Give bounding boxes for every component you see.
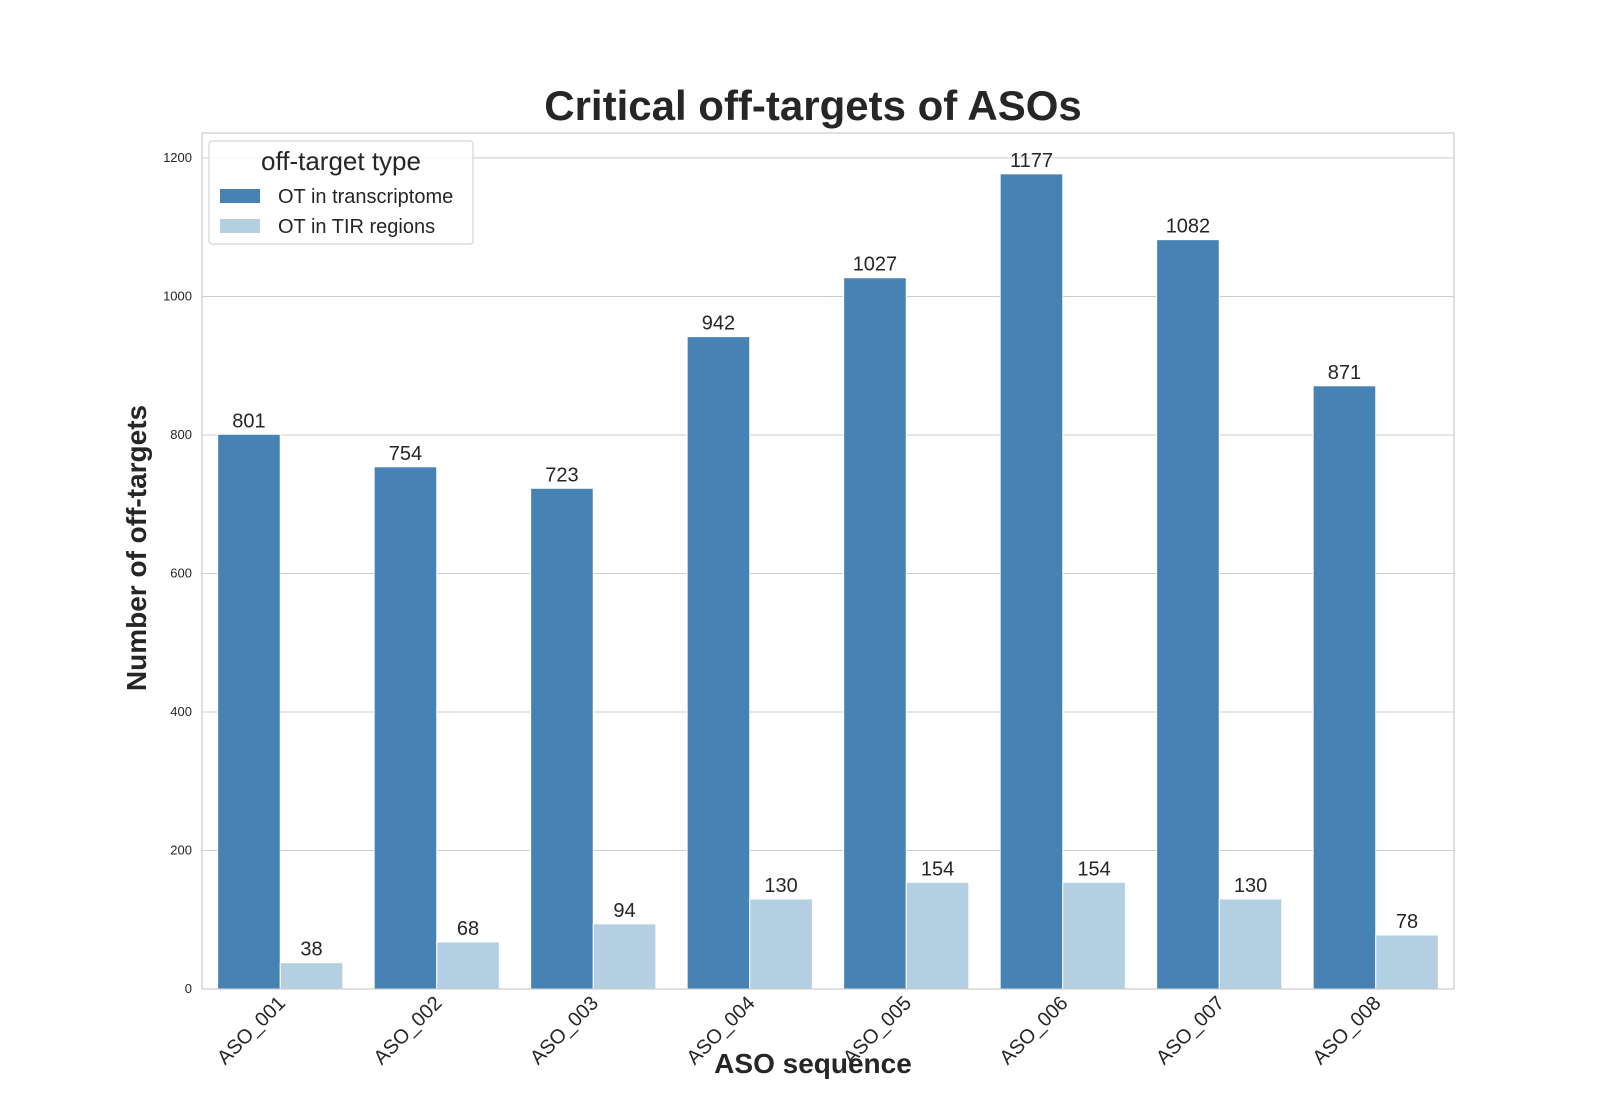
bars [217,173,1439,990]
bar-value-label: 38 [300,939,322,961]
bar-tir-aso_003 [592,923,657,990]
x-tick-label: ASO_003 [526,992,603,1069]
x-tick-label: ASO_002 [370,992,447,1069]
bar-value-labels: 801 38 754 68 723 94 942 130 1027 154 1177 154 1082 1… [232,150,1418,961]
bar-value-label: 723 [545,464,578,486]
x-axis-label: ASO sequence [714,1048,912,1079]
bar-value-label: 871 [1328,362,1361,384]
bar-transcriptome-aso_007 [1156,239,1220,990]
bar-transcriptome-aso_003 [530,487,594,990]
plot-frame [201,132,1455,990]
legend-title: off-target type [261,146,421,176]
bar-transcriptome-aso_005 [843,277,907,990]
bar-value-label: 754 [389,443,422,465]
bar-value-label: 1082 [1166,216,1211,238]
bar-transcriptome-aso_001 [217,433,281,990]
bar-value-label: 942 [702,313,735,335]
x-tick-label: ASO_007 [1152,992,1229,1069]
bar-value-label: 68 [457,918,479,940]
x-tick-label: ASO_001 [213,992,290,1069]
bar-tir-aso_007 [1218,898,1283,990]
bar-value-label: 78 [1396,911,1418,933]
y-tick-labels: 0 200 400 600 800 1000 1200 [163,150,192,996]
bar-value-label: 154 [1077,858,1110,880]
bar-tir-aso_002 [436,941,500,990]
y-tick-label: 400 [170,704,192,719]
legend-label-transcriptome: OT in transcriptome [278,186,453,208]
bar-value-label: 154 [921,858,954,880]
y-axis-label: Number of off-targets [121,405,152,691]
bar-value-label: 801 [232,410,265,432]
bar-tir-aso_008 [1375,934,1439,990]
legend-swatch-transcriptome [220,189,260,203]
y-tick-label: 1000 [163,288,192,303]
bar-value-label: 94 [613,900,635,922]
y-tick-label: 0 [185,981,192,996]
bar-value-label: 130 [1234,875,1267,897]
bar-tir-aso_005 [905,881,970,990]
bar-transcriptome-aso_004 [686,336,751,990]
bar-value-label: 130 [764,875,797,897]
y-tick-label: 600 [170,565,192,580]
legend-swatch-tir [220,219,260,233]
bar-transcriptome-aso_002 [373,466,438,990]
y-tick-label: 1200 [163,150,192,165]
legend-box [208,140,474,245]
y-tick-label: 800 [170,427,192,442]
bar-tir-aso_006 [1062,881,1126,990]
bar-transcriptome-aso_008 [1312,385,1377,990]
x-tick-label: ASO_008 [1309,992,1386,1069]
bar-tir-aso_001 [279,962,344,990]
bar-value-label: 1177 [1010,150,1053,172]
y-tick-label: 200 [170,842,192,857]
legend-label-tir: OT in TIR regions [278,216,435,238]
bar-transcriptome-aso_006 [999,173,1064,990]
chart-title: Critical off-targets of ASOs [544,82,1082,129]
bar-tir-aso_004 [749,898,813,990]
legend: off-target type OT in transcriptome OT i… [208,140,474,245]
bar-value-label: 1027 [853,254,898,276]
x-tick-label: ASO_006 [996,992,1073,1069]
